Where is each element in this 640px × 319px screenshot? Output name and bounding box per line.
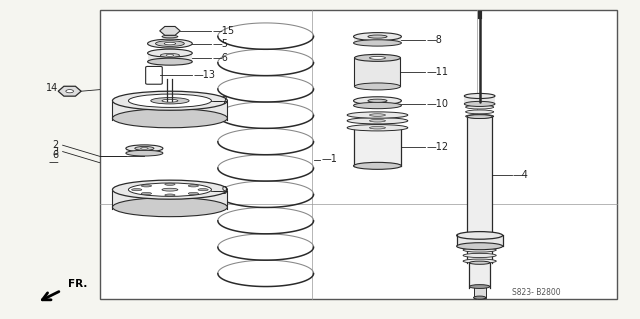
Ellipse shape <box>135 146 154 150</box>
Ellipse shape <box>457 232 502 239</box>
Text: —8: —8 <box>427 35 442 45</box>
Text: —1: —1 <box>321 154 337 165</box>
Text: —15: —15 <box>212 26 235 36</box>
Ellipse shape <box>347 118 408 124</box>
Ellipse shape <box>466 115 493 118</box>
Text: —5: —5 <box>212 39 228 48</box>
Ellipse shape <box>369 126 385 129</box>
Ellipse shape <box>474 296 486 299</box>
Ellipse shape <box>469 285 490 288</box>
Text: —4: —4 <box>513 170 529 180</box>
Ellipse shape <box>113 180 227 199</box>
Ellipse shape <box>165 183 175 185</box>
Ellipse shape <box>347 124 408 131</box>
Text: 2: 2 <box>52 140 58 150</box>
Ellipse shape <box>369 56 385 59</box>
Ellipse shape <box>162 99 178 102</box>
Ellipse shape <box>141 192 152 195</box>
Ellipse shape <box>369 114 385 116</box>
Ellipse shape <box>151 98 189 104</box>
Bar <box>355 58 401 86</box>
Ellipse shape <box>126 145 163 152</box>
Bar <box>465 96 495 104</box>
Ellipse shape <box>465 93 495 99</box>
Bar <box>469 263 490 288</box>
Ellipse shape <box>148 39 192 48</box>
Ellipse shape <box>113 109 227 128</box>
Ellipse shape <box>141 185 152 187</box>
Ellipse shape <box>368 35 387 38</box>
Ellipse shape <box>463 248 496 252</box>
Text: 14: 14 <box>46 83 58 93</box>
Ellipse shape <box>463 259 496 263</box>
Bar <box>100 10 617 299</box>
Ellipse shape <box>66 90 74 93</box>
Bar <box>353 101 401 106</box>
Ellipse shape <box>113 197 227 217</box>
Bar <box>467 117 492 263</box>
Ellipse shape <box>188 192 198 195</box>
Text: 6: 6 <box>52 150 58 160</box>
Ellipse shape <box>129 94 211 108</box>
Ellipse shape <box>368 99 387 102</box>
Ellipse shape <box>353 33 401 41</box>
Text: S823- B2800: S823- B2800 <box>511 288 560 297</box>
Ellipse shape <box>132 189 142 191</box>
Ellipse shape <box>467 115 492 119</box>
Ellipse shape <box>156 41 184 47</box>
Bar <box>457 235 502 246</box>
Ellipse shape <box>188 185 198 187</box>
Ellipse shape <box>162 35 178 38</box>
Ellipse shape <box>165 194 175 196</box>
Bar <box>353 128 401 166</box>
Text: FR.: FR. <box>68 279 87 289</box>
Ellipse shape <box>355 54 401 61</box>
Ellipse shape <box>463 253 496 257</box>
Ellipse shape <box>465 101 495 107</box>
Text: —13: —13 <box>193 70 216 80</box>
Text: 3: 3 <box>52 146 58 157</box>
Bar <box>126 148 163 153</box>
Ellipse shape <box>353 97 401 105</box>
Ellipse shape <box>198 189 208 191</box>
Text: —11: —11 <box>427 67 449 77</box>
Ellipse shape <box>355 83 401 90</box>
Text: —9: —9 <box>212 186 228 196</box>
Ellipse shape <box>126 150 163 156</box>
Ellipse shape <box>466 110 493 114</box>
Ellipse shape <box>113 91 227 110</box>
FancyBboxPatch shape <box>146 66 163 84</box>
Ellipse shape <box>457 243 502 250</box>
Ellipse shape <box>161 53 179 57</box>
Ellipse shape <box>148 58 192 65</box>
Ellipse shape <box>141 148 148 149</box>
Ellipse shape <box>148 49 192 57</box>
Ellipse shape <box>353 102 401 109</box>
Ellipse shape <box>347 112 408 118</box>
Ellipse shape <box>466 105 493 109</box>
Ellipse shape <box>469 261 490 264</box>
Ellipse shape <box>353 162 401 169</box>
Bar <box>353 37 401 43</box>
Text: —6: —6 <box>212 53 228 63</box>
Text: —: — <box>49 157 58 167</box>
Ellipse shape <box>164 42 175 45</box>
Text: —12: —12 <box>427 142 449 152</box>
Bar <box>113 191 227 209</box>
Bar <box>113 102 227 120</box>
Ellipse shape <box>166 54 173 56</box>
Ellipse shape <box>129 183 211 196</box>
Ellipse shape <box>369 120 385 122</box>
Ellipse shape <box>162 188 178 191</box>
Bar <box>148 53 192 62</box>
Ellipse shape <box>353 40 401 46</box>
Text: —7: —7 <box>212 96 228 106</box>
Text: —10: —10 <box>427 99 449 109</box>
Bar <box>474 286 486 298</box>
